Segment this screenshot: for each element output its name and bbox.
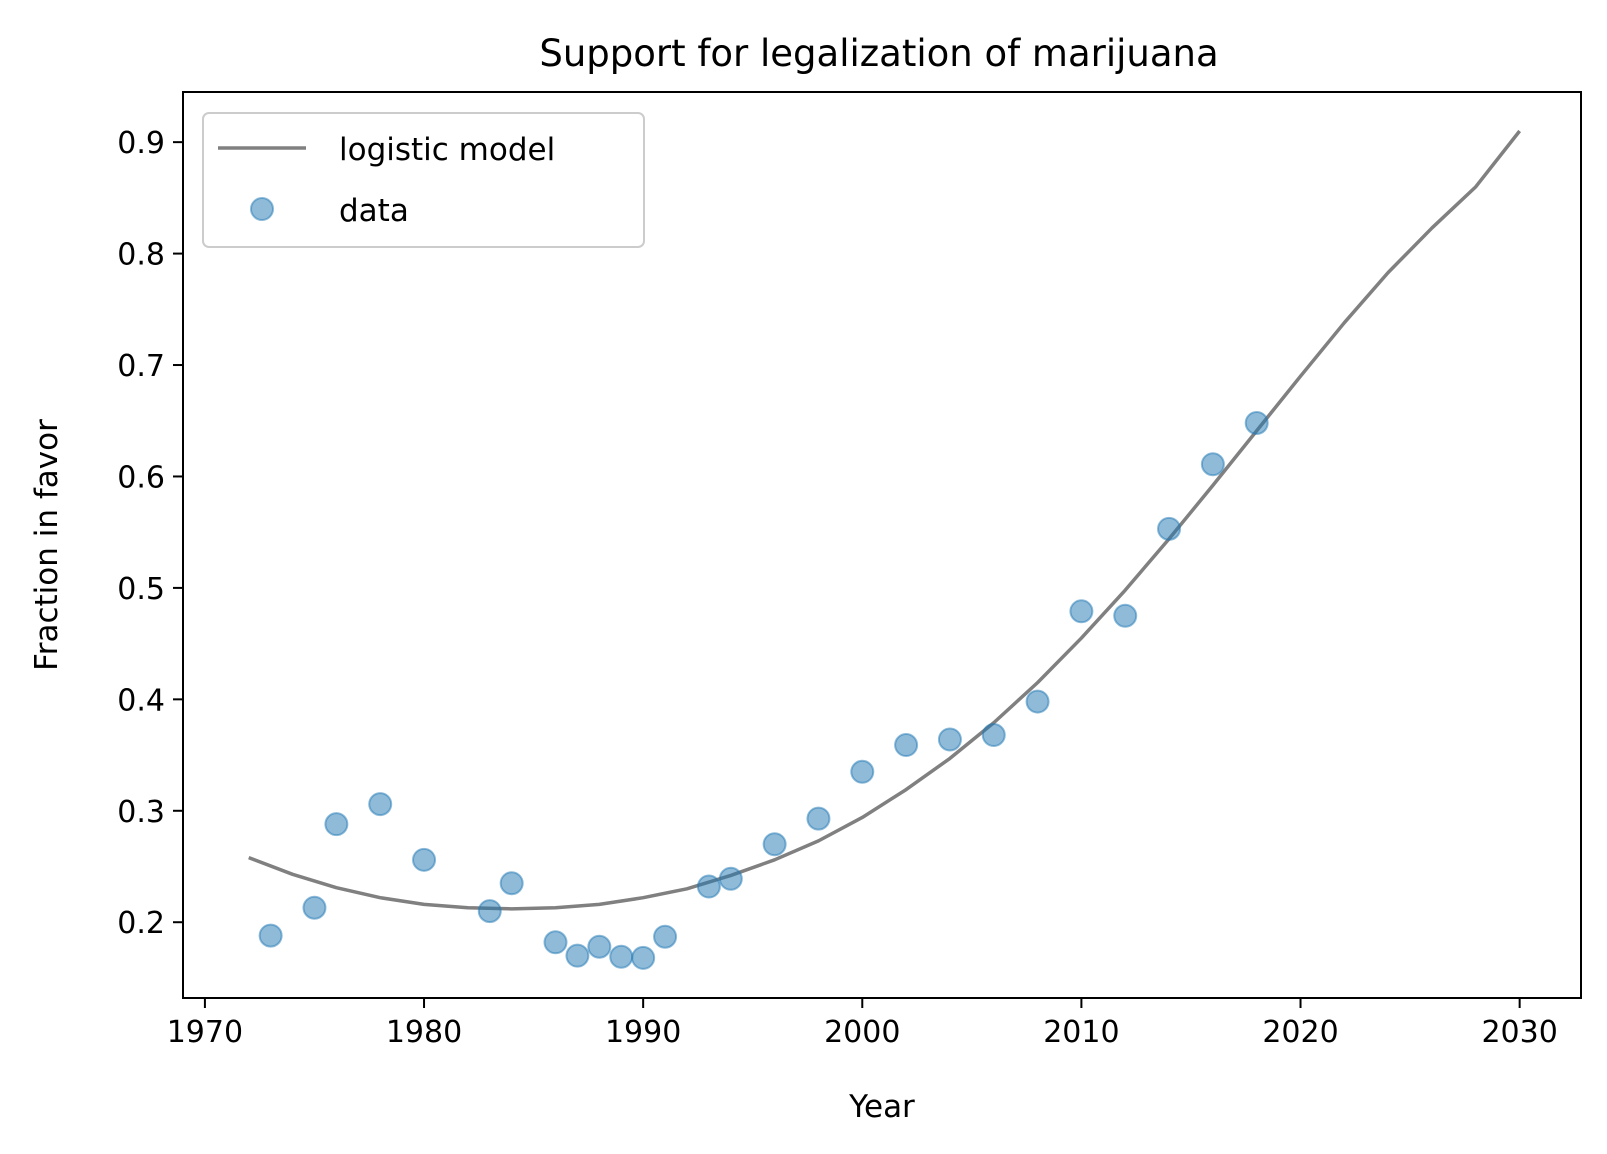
model-line <box>248 129 1522 911</box>
legend: logistic model data <box>202 112 645 248</box>
data-point <box>806 806 831 831</box>
data-point <box>653 924 678 949</box>
x-tick-label: 2030 <box>1481 1015 1557 1050</box>
data-point <box>1113 603 1138 628</box>
y-tick-label: 0.8 <box>117 238 165 273</box>
y-tick-label: 0.5 <box>117 572 165 607</box>
data-point <box>762 832 787 857</box>
data-point <box>1157 516 1182 541</box>
y-tick-label: 0.3 <box>117 795 165 830</box>
data-point <box>1025 689 1050 714</box>
data-point <box>631 945 656 970</box>
data-point <box>412 847 437 872</box>
axes-frame <box>182 91 1582 999</box>
x-tick-label: 2000 <box>824 1015 900 1050</box>
chart-title: Support for legalization of marijuana <box>539 32 1218 75</box>
y-axis-label: Fraction in favor <box>29 419 65 671</box>
legend-box <box>202 112 645 248</box>
data-point <box>850 759 875 784</box>
data-point <box>1244 410 1269 435</box>
data-point <box>1069 599 1094 624</box>
x-tick-label: 2010 <box>1043 1015 1119 1050</box>
data-point <box>368 792 393 817</box>
x-tick-label: 1980 <box>386 1015 462 1050</box>
x-axis: 1970 1980 1990 2000 2010 2020 2030 <box>167 998 1558 1050</box>
data-point <box>718 866 743 891</box>
data-point <box>609 944 634 969</box>
data-point <box>981 723 1006 748</box>
plot-area <box>248 129 1522 970</box>
x-axis-label: Year <box>848 1089 915 1125</box>
data-point <box>499 871 524 896</box>
y-tick-label: 0.4 <box>117 683 165 718</box>
data-point <box>258 923 283 948</box>
data-point <box>477 899 502 924</box>
data-point <box>587 934 612 959</box>
y-axis: 0.2 0.3 0.4 0.5 0.6 0.7 0.8 0.9 <box>117 126 183 941</box>
data-point <box>1200 452 1225 477</box>
y-tick-label: 0.9 <box>117 126 165 161</box>
data-point <box>543 930 568 955</box>
x-tick-label: 1990 <box>605 1015 681 1050</box>
legend-label-model: logistic model <box>339 132 555 168</box>
data-point <box>324 812 349 837</box>
legend-label-data: data <box>339 193 409 229</box>
data-point <box>894 733 919 758</box>
legend-marker-swatch <box>250 197 274 221</box>
x-tick-label: 1970 <box>167 1015 243 1050</box>
y-tick-label: 0.2 <box>117 906 165 941</box>
data-point <box>565 943 590 968</box>
x-tick-label: 2020 <box>1262 1015 1338 1050</box>
y-tick-label: 0.6 <box>117 460 165 495</box>
data-point <box>937 727 962 752</box>
data-point <box>302 895 327 920</box>
y-tick-label: 0.7 <box>117 349 165 384</box>
data-point <box>696 874 721 899</box>
